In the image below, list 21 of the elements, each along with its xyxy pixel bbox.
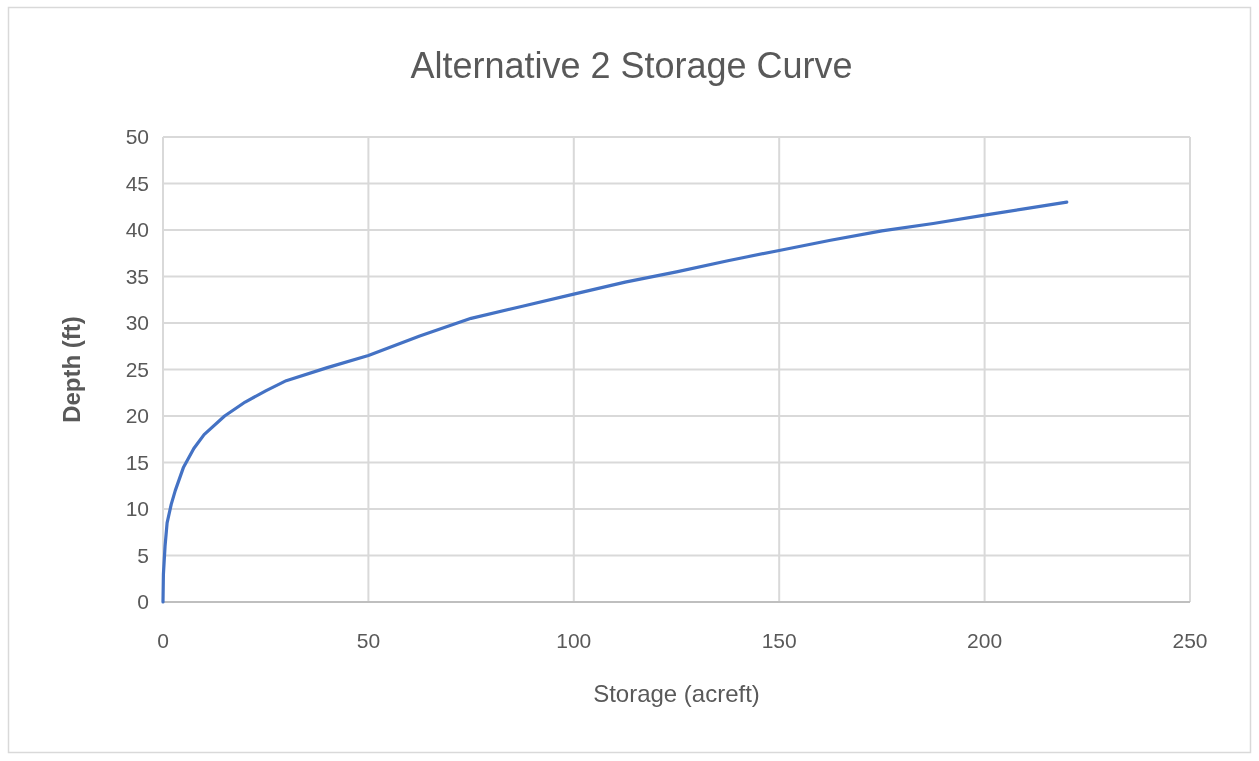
y-tick-label: 35 bbox=[125, 264, 149, 288]
y-tick-label: 20 bbox=[125, 404, 149, 428]
x-tick-label: 150 bbox=[761, 629, 797, 652]
y-tick-label: 50 bbox=[125, 125, 149, 149]
y-tick-label: 30 bbox=[125, 311, 149, 335]
y-tick-label: 10 bbox=[125, 497, 149, 521]
x-tick-label: 200 bbox=[967, 629, 1003, 652]
y-tick-label: 45 bbox=[125, 171, 149, 195]
y-axis-title: Depth (ft) bbox=[58, 316, 85, 423]
y-tick-label: 5 bbox=[137, 543, 149, 567]
x-tick-label: 250 bbox=[1172, 629, 1208, 652]
x-tick-label: 0 bbox=[157, 629, 169, 652]
line-series bbox=[161, 200, 1069, 604]
x-tick-label: 50 bbox=[356, 629, 381, 652]
y-tick-label: 40 bbox=[125, 218, 149, 242]
y-tick-label: 15 bbox=[125, 450, 149, 474]
y-tick-label: 0 bbox=[137, 590, 149, 614]
y-tick-label: 25 bbox=[125, 357, 149, 381]
x-tick-label: 100 bbox=[556, 629, 592, 652]
x-axis-title: Storage (acreft) bbox=[593, 680, 760, 707]
chart-title: Alternative 2 Storage Curve bbox=[410, 45, 853, 86]
